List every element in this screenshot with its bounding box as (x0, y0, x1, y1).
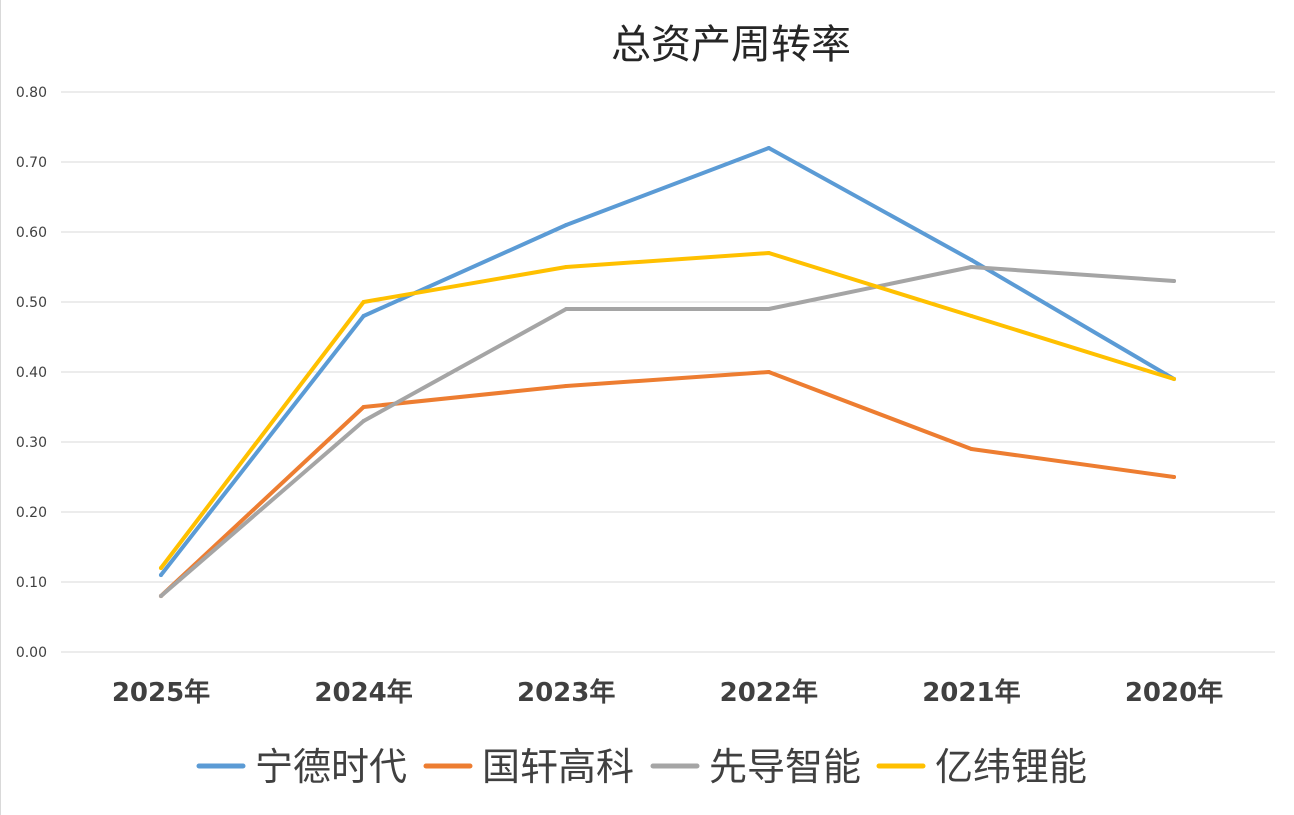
series-line-4 (159, 251, 1176, 570)
data-point (1172, 475, 1176, 479)
data-point (159, 573, 163, 577)
data-point (969, 447, 974, 451)
data-point (766, 370, 771, 374)
y-tick-label: 0.10 (16, 575, 47, 591)
data-point (766, 307, 771, 311)
y-tick-label: 0.50 (16, 295, 47, 311)
y-tick-label: 0.00 (16, 645, 47, 661)
data-point (766, 146, 771, 150)
chart-title: 总资产周转率 (611, 22, 851, 68)
x-tick-label: 2022年 (720, 677, 818, 708)
y-tick-label: 0.40 (16, 365, 47, 381)
y-tick-label: 0.30 (16, 435, 47, 451)
legend-label: 先导智能 (709, 745, 861, 789)
x-tick-label: 2020年 (1125, 677, 1223, 708)
data-point (361, 405, 366, 409)
data-point (969, 265, 974, 269)
y-tick-label: 0.20 (16, 505, 47, 521)
legend-item: 亿纬锂能 (876, 745, 1087, 789)
gridlines (61, 91, 1275, 653)
data-point (969, 314, 974, 318)
series-lines (159, 146, 1176, 598)
legend-item: 宁德时代 (196, 745, 407, 789)
legend-label: 亿纬锂能 (935, 745, 1087, 789)
series-line-3 (159, 265, 1176, 598)
data-point (1172, 279, 1176, 283)
legend-label: 国轩高科 (482, 745, 634, 789)
y-tick-label: 0.70 (16, 155, 47, 171)
data-point (564, 265, 569, 269)
legend-item: 先导智能 (650, 745, 861, 789)
data-point (159, 566, 163, 570)
y-tick-label: 0.80 (16, 85, 47, 101)
data-point (159, 594, 163, 598)
series-line-1 (159, 146, 1176, 577)
series-line-2 (159, 370, 1176, 598)
data-point (361, 419, 366, 423)
data-point (564, 384, 569, 388)
x-tick-label: 2024年 (314, 677, 412, 708)
data-point (361, 300, 366, 304)
legend-item: 国轩高科 (423, 745, 634, 789)
x-axis: 2025年 2024年 2023年 2022年 2021年 2020年 (112, 677, 1223, 708)
y-tick-label: 0.60 (16, 225, 47, 241)
data-point (361, 314, 366, 318)
x-tick-label: 2023年 (517, 677, 615, 708)
legend: 宁德时代 国轩高科 先导智能 亿纬锂能 (196, 745, 1087, 789)
data-point (564, 223, 569, 227)
x-tick-label: 2025年 (112, 677, 210, 708)
legend-label: 宁德时代 (255, 745, 407, 789)
data-point (564, 307, 569, 311)
data-point (1172, 377, 1176, 381)
data-point (766, 251, 771, 255)
data-point (969, 258, 974, 262)
x-tick-label: 2021年 (922, 677, 1020, 708)
y-axis: 0.00 0.10 0.20 0.30 0.40 0.50 0.60 0.70 0.80 (16, 85, 47, 661)
